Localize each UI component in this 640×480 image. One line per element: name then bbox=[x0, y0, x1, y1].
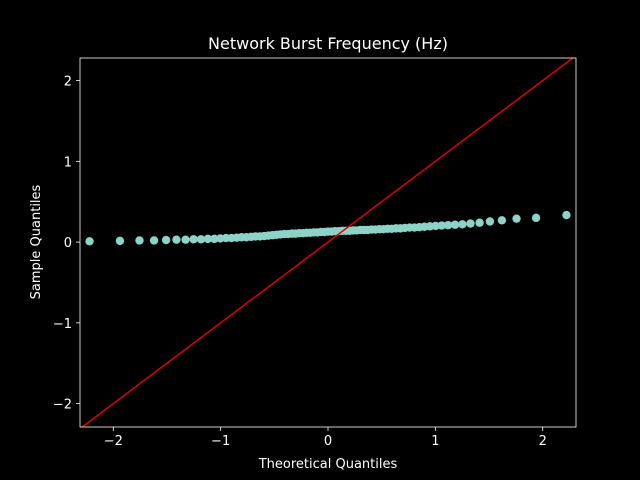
point bbox=[443, 220, 453, 230]
point bbox=[196, 235, 206, 244]
point bbox=[450, 220, 460, 229]
y-axis-label: Sample Quantiles bbox=[29, 184, 44, 299]
y-tick-label: −2 bbox=[53, 398, 72, 413]
y-tick-label: 2 bbox=[64, 75, 72, 90]
y-tick-label: 0 bbox=[64, 236, 72, 251]
point bbox=[85, 237, 94, 246]
point bbox=[437, 221, 446, 230]
reference-line bbox=[81, 57, 574, 428]
point bbox=[475, 218, 484, 227]
point bbox=[203, 234, 213, 244]
point bbox=[466, 219, 475, 228]
point bbox=[115, 236, 125, 246]
point bbox=[210, 234, 219, 244]
point bbox=[512, 214, 521, 223]
x-tick-label: −2 bbox=[104, 434, 123, 449]
point bbox=[431, 221, 440, 231]
point bbox=[161, 235, 171, 245]
point bbox=[189, 235, 198, 244]
x-tick-label: 2 bbox=[539, 434, 547, 449]
point bbox=[181, 235, 190, 244]
point bbox=[562, 210, 571, 220]
y-tick-label: 1 bbox=[64, 155, 72, 170]
point bbox=[149, 236, 159, 245]
point bbox=[135, 236, 144, 245]
x-tick-label: 0 bbox=[324, 434, 332, 449]
x-tick-label: −1 bbox=[211, 434, 230, 449]
point bbox=[497, 216, 507, 225]
chart-title: Network Burst Frequency (Hz) bbox=[208, 34, 448, 53]
axes-frame bbox=[79, 57, 577, 428]
point bbox=[485, 217, 495, 226]
y-tick-label: −1 bbox=[53, 317, 72, 332]
x-axis-label: Theoretical Quantiles bbox=[258, 457, 398, 472]
x-tick-label: 1 bbox=[431, 434, 439, 449]
point bbox=[458, 220, 467, 229]
point bbox=[172, 235, 181, 244]
point bbox=[531, 213, 541, 223]
